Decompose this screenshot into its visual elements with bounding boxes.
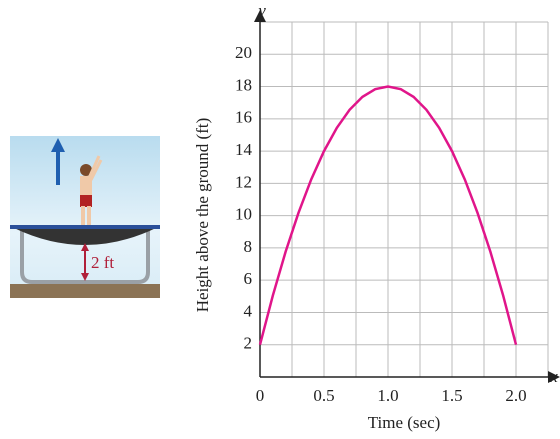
x-tick-label: 1.0 bbox=[377, 386, 398, 405]
x-tick-label: 0.5 bbox=[313, 386, 334, 405]
illustration: 2 ft bbox=[10, 136, 160, 298]
illustration-label: 2 ft bbox=[91, 253, 114, 272]
y-axis-name: y bbox=[256, 1, 266, 20]
y-tick-label: 14 bbox=[235, 140, 253, 159]
line bbox=[258, 85, 518, 346]
y-tick-label: 16 bbox=[235, 108, 252, 127]
y-tick-label: 18 bbox=[235, 75, 252, 94]
x-tick-label: 2.0 bbox=[505, 386, 526, 405]
y-tick-label: 6 bbox=[244, 269, 253, 288]
x-axis-label: Time (sec) bbox=[368, 413, 441, 432]
x-tick-label: 0 bbox=[256, 386, 265, 405]
y-tick-label: 8 bbox=[244, 237, 253, 256]
y-tick-label: 12 bbox=[235, 172, 252, 191]
x-tick-label: 1.5 bbox=[441, 386, 462, 405]
y-tick-label: 4 bbox=[244, 301, 253, 320]
y-tick-label: 2 bbox=[244, 334, 253, 353]
y-tick-label: 20 bbox=[235, 43, 252, 62]
y-tick-label: 10 bbox=[235, 205, 252, 224]
y-axis-label: Height above the ground (ft) bbox=[193, 118, 212, 313]
